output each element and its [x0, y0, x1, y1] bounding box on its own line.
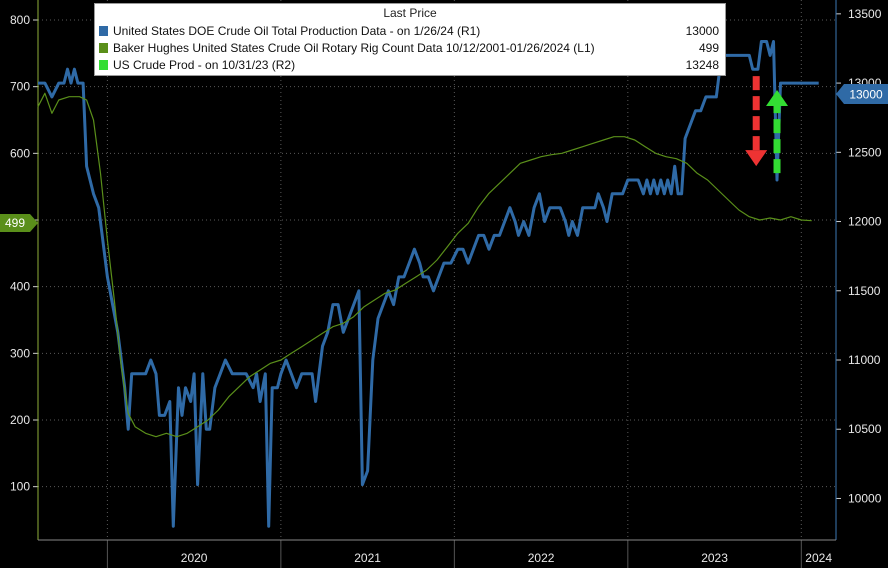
- legend-item-us-crude-prod: US Crude Prod - on 10/31/23 (R2) 13248: [99, 57, 719, 72]
- legend-item-rig-count: Baker Hughes United States Crude Oil Rot…: [99, 40, 719, 55]
- legend: Last Price United States DOE Crude Oil T…: [94, 3, 726, 76]
- tick-label-left: 800: [10, 13, 30, 27]
- tick-label-left: 300: [10, 346, 30, 360]
- annotation-layer: [745, 76, 789, 174]
- tick-label-right: 13500: [848, 7, 882, 21]
- tick-label-x: 2021: [354, 551, 381, 565]
- tick-label-left: 600: [10, 146, 30, 160]
- badge-left-value: 499: [5, 216, 25, 230]
- tick-label-x: 2024: [805, 551, 832, 565]
- annotation-arrow-head-1: [766, 90, 789, 106]
- tick-label-x: 2022: [528, 551, 555, 565]
- legend-swatch-rig-count: [99, 42, 108, 53]
- annotation-arrow-head-0: [745, 150, 768, 167]
- series-line-0: [38, 40, 819, 528]
- legend-item-production: United States DOE Crude Oil Total Produc…: [99, 23, 719, 38]
- series-layer: [37, 40, 819, 528]
- legend-value: 13248: [685, 57, 719, 72]
- legend-swatch-us-crude-prod: [99, 59, 108, 70]
- legend-swatch-production: [99, 25, 108, 36]
- gridlines: [38, 0, 836, 540]
- tick-label-right: 11500: [848, 284, 881, 298]
- axes: [33, 0, 841, 568]
- tick-label-right: 10500: [848, 422, 882, 436]
- tick-layer: 1002003004005006007008001000010500110001…: [10, 7, 882, 565]
- legend-label: United States DOE Crude Oil Total Produc…: [113, 23, 481, 38]
- legend-title: Last Price: [383, 6, 437, 20]
- tick-label-left: 200: [10, 413, 30, 427]
- tick-label-right: 10000: [848, 491, 882, 505]
- tick-label-x: 2020: [181, 551, 208, 565]
- legend-value: 499: [698, 40, 719, 55]
- legend-value: 13000: [685, 23, 719, 38]
- last-value-badge-right: 13000: [836, 84, 888, 104]
- series-line-1: [37, 92, 812, 438]
- tick-label-right: 11000: [848, 353, 881, 367]
- badge-right-value: 13000: [849, 88, 883, 102]
- tick-label-left: 700: [10, 80, 30, 94]
- legend-label: Baker Hughes United States Crude Oil Rot…: [113, 40, 595, 55]
- tick-label-left: 400: [10, 280, 30, 294]
- last-value-badge-left: 499: [0, 214, 38, 232]
- tick-label-right: 12000: [848, 215, 882, 229]
- tick-label-x: 2023: [701, 551, 728, 565]
- tick-label-left: 100: [10, 480, 30, 494]
- tick-label-right: 12500: [848, 145, 882, 159]
- legend-label: US Crude Prod - on 10/31/23 (R2): [113, 57, 296, 72]
